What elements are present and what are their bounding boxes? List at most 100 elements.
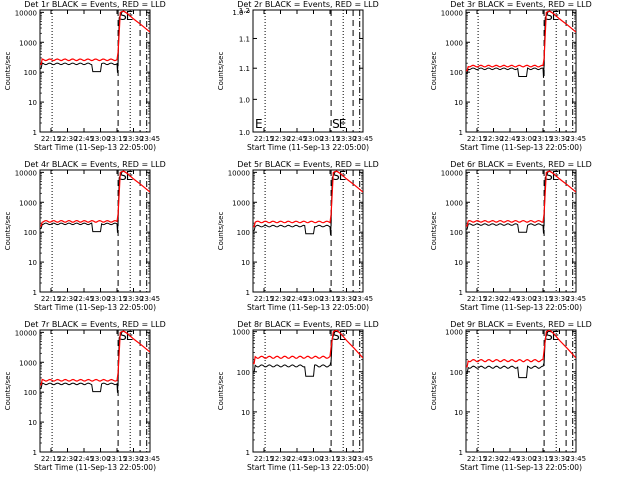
events-series-line <box>40 10 123 73</box>
x-axis-label: Start Time (11-Sep-13 22:05:00) <box>34 463 156 472</box>
lld-series-line <box>40 10 150 65</box>
y-axis-label: Counts/sec <box>217 212 225 251</box>
x-tick-label: 22:30 <box>57 455 77 463</box>
panel-5: Det 5r BLACK = Events, RED = LLD 1 10 100 10… <box>217 160 379 312</box>
y-tick-label: 100 <box>450 369 463 377</box>
y-tick-label: 1.0 <box>239 129 250 137</box>
x-axis-label: Start Time (11-Sep-13 22:05:00) <box>460 143 582 152</box>
x-tick-label: 23:00 <box>516 135 536 143</box>
panel-title: Det 2r BLACK = Events, RED = LLD <box>237 0 379 9</box>
y-tick-label: 10000 <box>15 169 37 177</box>
x-tick-label: 23:00 <box>516 455 536 463</box>
y-tick-label: 1 <box>246 289 250 297</box>
x-tick-label: 23:15 <box>533 295 553 303</box>
y-tick-label: 1000 <box>232 329 250 337</box>
y-tick-label: 1 <box>459 289 463 297</box>
y-tick-label: 1.0 <box>239 96 250 104</box>
x-tick-label: 22:15 <box>467 295 487 303</box>
panel-title: Det 6r BLACK = Events, RED = LLD <box>450 160 592 169</box>
y-tick-label: 10000 <box>15 329 37 337</box>
end-marker-label: E <box>339 117 347 131</box>
y-tick-label: 10 <box>454 409 463 417</box>
x-tick-label: 23:00 <box>90 295 110 303</box>
lld-series-line <box>466 170 576 227</box>
x-tick-label: 23:45 <box>140 455 160 463</box>
plot-frame <box>39 9 151 133</box>
x-tick-label: 22:15 <box>41 455 61 463</box>
x-tick-label: 23:00 <box>303 135 323 143</box>
x-tick-label: 23:30 <box>336 135 356 143</box>
panel-4: Det 4r BLACK = Events, RED = LLD 1 10 100 10… <box>4 160 166 312</box>
x-tick-label: 23:15 <box>533 135 553 143</box>
y-tick-label: 1.1 <box>239 65 250 73</box>
x-tick-label: 22:30 <box>483 135 503 143</box>
start-marker-label: S <box>119 169 127 183</box>
y-tick-label: 10 <box>241 259 250 267</box>
x-tick-label: 22:30 <box>57 135 77 143</box>
x-tick-label: 22:30 <box>483 455 503 463</box>
lld-series-line <box>253 170 363 228</box>
y-tick-label: 100 <box>237 229 250 237</box>
start-marker-label: S <box>545 169 553 183</box>
x-tick-label: 22:45 <box>287 135 307 143</box>
x-tick-label: 23:45 <box>353 295 373 303</box>
x-tick-label: 22:45 <box>74 295 94 303</box>
y-tick-label: 1 <box>459 449 463 457</box>
lld-series-line <box>466 330 576 368</box>
x-tick-label: 22:45 <box>287 295 307 303</box>
lld-series-line <box>466 10 576 72</box>
plot-frame <box>252 329 364 453</box>
x-tick-label: 22:15 <box>254 295 274 303</box>
x-tick-label: 22:15 <box>467 135 487 143</box>
y-axis-label: Counts/sec <box>4 212 12 251</box>
x-tick-label: 23:30 <box>336 455 356 463</box>
plot-frame <box>252 9 364 133</box>
x-axis-label: Start Time (11-Sep-13 22:05:00) <box>247 143 369 152</box>
x-tick-label: 22:30 <box>270 455 290 463</box>
y-axis-label: Counts/sec <box>4 52 12 91</box>
x-tick-label: 22:45 <box>74 135 94 143</box>
y-tick-label: 1 <box>33 129 37 137</box>
x-tick-label: 22:45 <box>500 295 520 303</box>
panel-9: Det 9r BLACK = Events, RED = LLD 1 10 100 10… <box>430 320 592 472</box>
y-tick-label: 10000 <box>15 9 37 17</box>
x-tick-label: 23:00 <box>516 295 536 303</box>
x-tick-label: 22:15 <box>254 135 274 143</box>
plot-frame <box>39 329 151 453</box>
y-tick-label: 10 <box>454 99 463 107</box>
x-tick-label: 23:30 <box>123 455 143 463</box>
y-tick-label: 10000 <box>441 169 463 177</box>
lld-series-line <box>40 330 150 386</box>
start-marker-label: S <box>545 9 553 23</box>
x-tick-label: 23:45 <box>566 135 586 143</box>
y-tick-label: 1000 <box>445 199 463 207</box>
panel-title: Det 9r BLACK = Events, RED = LLD <box>450 320 592 329</box>
x-tick-label: 22:30 <box>57 295 77 303</box>
plot-frame <box>252 169 364 293</box>
x-tick-label: 22:30 <box>270 135 290 143</box>
panel-title: Det 4r BLACK = Events, RED = LLD <box>24 160 166 169</box>
x-tick-label: 23:00 <box>303 295 323 303</box>
x-axis-label: Start Time (11-Sep-13 22:05:00) <box>34 143 156 152</box>
x-axis-label: Start Time (11-Sep-13 22:05:00) <box>460 463 582 472</box>
events-series-line <box>253 330 336 377</box>
events-series-line <box>466 10 549 78</box>
x-axis-label: Start Time (11-Sep-13 22:05:00) <box>34 303 156 312</box>
x-tick-label: 23:30 <box>336 295 356 303</box>
plot-frame <box>465 169 577 293</box>
x-tick-label: 22:30 <box>483 295 503 303</box>
y-tick-label: 1 <box>33 449 37 457</box>
y-tick-label: 100 <box>450 229 463 237</box>
y-tick-label: 1000 <box>445 39 463 47</box>
y-tick-label: 1.2 <box>239 7 250 15</box>
start-marker-label: S <box>545 329 553 343</box>
y-tick-label: 1000 <box>19 39 37 47</box>
x-tick-label: 23:15 <box>320 455 340 463</box>
x-tick-label: 22:15 <box>41 135 61 143</box>
y-axis-label: Counts/sec <box>217 372 225 411</box>
x-tick-label: 22:15 <box>467 455 487 463</box>
panel-title: Det 7r BLACK = Events, RED = LLD <box>24 320 166 329</box>
events-series-line <box>40 170 123 233</box>
panel-2: Det 2r BLACK = Events, RED = LLD 1.0 1.0 1.… <box>217 0 379 152</box>
x-tick-label: 23:30 <box>549 135 569 143</box>
